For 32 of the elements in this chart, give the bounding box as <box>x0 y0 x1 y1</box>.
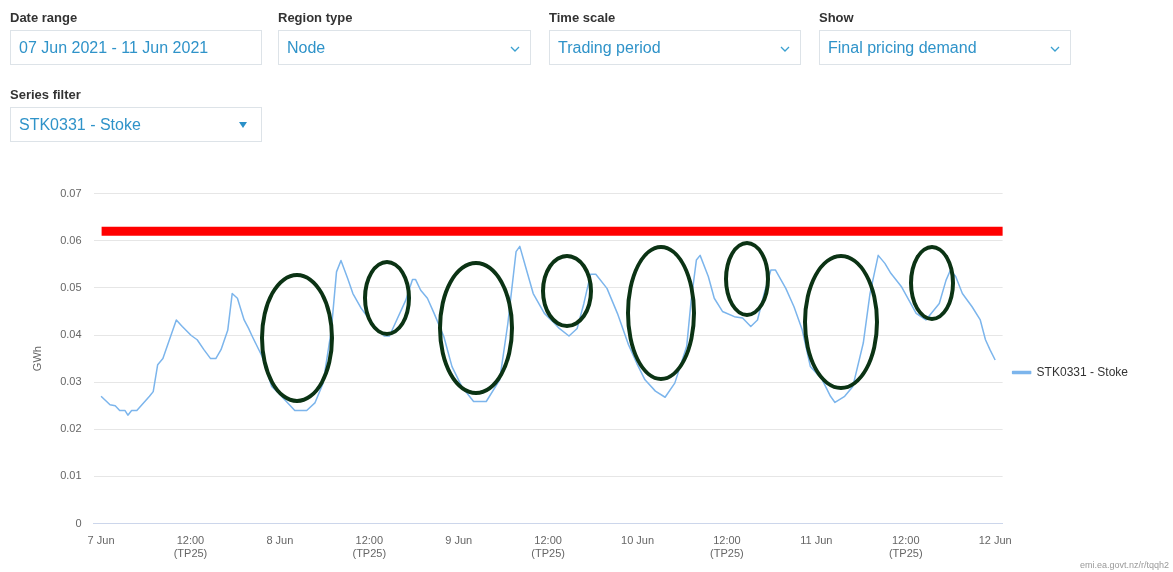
x-tick-label: 8 Jun <box>266 534 294 547</box>
x-tick-label: 12:00 (TP25) <box>888 534 923 560</box>
y-tick-label: 0.06 <box>60 233 82 246</box>
y-tick-label: 0.04 <box>60 328 82 341</box>
y-axis-title: GWh <box>30 346 43 372</box>
x-tick-label: 12:00 (TP25) <box>710 534 744 560</box>
y-tick-label: 0.02 <box>60 422 82 435</box>
x-tick-label: 12 Jun <box>978 534 1012 547</box>
text: Region type <box>278 10 354 27</box>
dropdown-field: 07 Jun 2021 - 11 Jun 2021 <box>10 30 262 65</box>
x-tick-label: 7 Jun <box>87 534 115 547</box>
dropdown-field: Final pricing demand <box>819 30 1071 65</box>
y-tick-label: 0.05 <box>60 280 82 293</box>
y-tick-label: 0 <box>75 516 82 529</box>
y-tick-label: 0.03 <box>60 375 82 388</box>
dropdown-field: STK0331 - Stoke <box>10 107 262 142</box>
x-tick-label: 11 Jun <box>800 534 833 547</box>
text: Date range <box>10 10 79 27</box>
x-tick-label: 12:00 (TP25) <box>352 534 387 560</box>
legend-label: STK0331 - Stoke <box>1036 364 1129 379</box>
x-tick-label: 10 Jun <box>621 534 655 547</box>
dropdown-field: Node <box>278 30 531 65</box>
x-tick-label: 9 Jun <box>445 534 473 547</box>
y-tick-label: 0.01 <box>60 469 82 482</box>
dropdown-field: Trading period <box>549 30 801 65</box>
text: Series filter <box>10 87 82 104</box>
text: Time scale <box>549 10 617 27</box>
x-tick-label: 12:00 (TP25) <box>173 534 208 560</box>
text: Show <box>819 10 855 27</box>
text: emi.ea.govt.nz/r/tqqh2 <box>1079 560 1169 570</box>
y-tick-label: 0.07 <box>60 186 82 199</box>
x-tick-label: 12:00 (TP25) <box>531 534 565 560</box>
